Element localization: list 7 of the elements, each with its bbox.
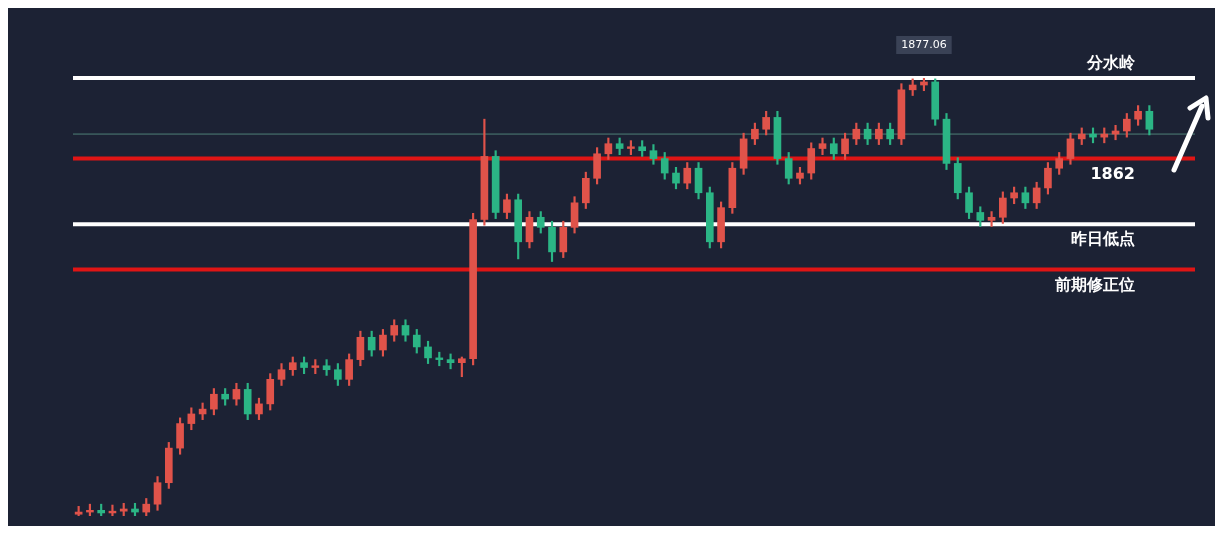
ref-line-label: 前期修正位 bbox=[1054, 274, 1135, 294]
candlestick bbox=[446, 353, 455, 370]
annotation: 1877.06 bbox=[901, 37, 947, 51]
annotation: 1862 bbox=[1090, 163, 1135, 183]
ref-line-label: 昨日低点 bbox=[1071, 229, 1135, 249]
ref-line-label: 分水岭 bbox=[1086, 53, 1136, 73]
candlestick bbox=[987, 211, 996, 227]
